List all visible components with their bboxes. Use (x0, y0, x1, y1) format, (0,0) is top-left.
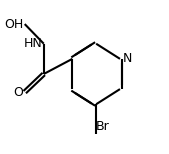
Text: Br: Br (96, 120, 110, 133)
Text: N: N (122, 52, 132, 65)
Text: O: O (13, 86, 23, 99)
Text: OH: OH (4, 18, 23, 31)
Text: HN: HN (23, 37, 42, 50)
